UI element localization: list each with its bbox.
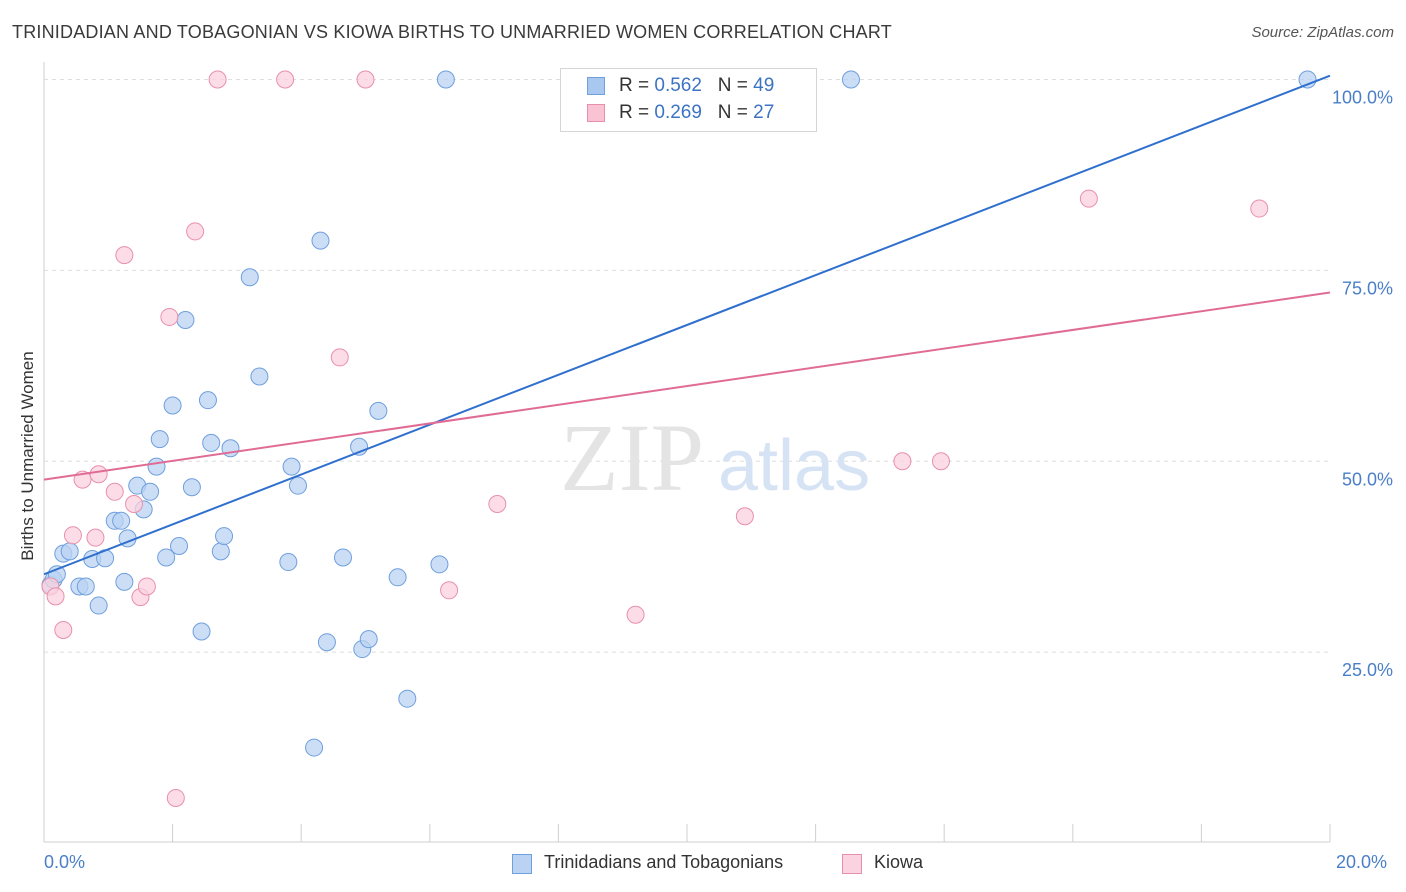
data-point-kiowa [63,526,82,545]
data-point-trinidadian [388,568,407,587]
y-tick-label: 25.0% [1342,660,1393,680]
data-point-trinidadian [150,430,169,449]
data-point-trinidadian [398,689,417,708]
data-point-trinidadian [288,476,307,495]
data-point-trinidadian [60,542,79,561]
data-point-trinidadian [841,70,860,89]
legend-r-label: R = [619,75,650,96]
x-tick-label-min: 0.0% [44,852,86,872]
data-point-kiowa [137,577,156,596]
data-point-trinidadian [202,433,221,452]
data-point-trinidadian [359,630,378,649]
data-point-trinidadian [369,401,388,420]
data-point-kiowa [356,70,375,89]
data-point-kiowa [893,452,912,471]
data-point-kiowa [46,587,65,606]
x-tick-label-max: 20.0% [1336,852,1388,872]
data-point-kiowa [276,70,295,89]
data-point-kiowa [208,70,227,89]
legend-n-value: 27 [753,102,775,123]
y-tick-labels: 100.0% 75.0% 50.0% 25.0% [1332,88,1393,681]
data-point-trinidadian [311,231,330,250]
y-tick-label: 100.0% [1332,88,1393,108]
data-point-trinidadian [157,548,176,567]
legend-n-label: N = [717,75,748,96]
data-point-trinidadian [211,542,230,561]
data-point-trinidadian [279,553,298,572]
data-point-trinidadian [182,478,201,497]
series-legend: Trinidadians and Tobagonians Kiowa [0,852,1406,878]
data-point-trinidadian [215,527,234,546]
data-point-kiowa [86,528,105,547]
legend-n-label: N = [717,102,748,123]
points-layer [41,70,1317,807]
data-point-trinidadian [147,457,166,476]
data-point-trinidadian [76,577,95,596]
data-point-trinidadian [163,396,182,415]
data-point-kiowa [186,222,205,241]
source-label: Source: ZipAtlas.com [1251,24,1394,41]
legend-r-label: R = [619,102,650,123]
data-point-trinidadian [317,633,336,652]
data-point-trinidadian [333,548,352,567]
data-point-trinidadian [112,511,131,530]
data-point-trinidadian [305,738,324,757]
watermark-zip: ZIP [560,404,704,511]
series-swatch-trinidadian [512,854,532,874]
legend-r-value: 0.562 [654,75,702,96]
legend-r-value: 0.269 [654,102,702,123]
data-point-kiowa [735,507,754,526]
data-point-trinidadian [250,367,269,386]
legend-swatch-trinidadian [587,77,605,95]
data-point-kiowa [330,348,349,367]
data-point-trinidadian [89,596,108,615]
series-swatch-kiowa [842,854,862,874]
data-point-trinidadian [176,311,195,330]
data-point-kiowa [488,495,507,514]
y-tick-label: 75.0% [1342,278,1393,298]
data-point-kiowa [931,452,950,471]
data-point-kiowa [166,788,185,807]
data-point-kiowa [115,246,134,265]
legend-swatch-kiowa [587,104,605,122]
data-point-kiowa [160,307,179,326]
data-point-trinidadian [430,555,449,574]
series-label-trinidadian: Trinidadians and Tobagonians [544,852,784,872]
watermark-atlas: atlas [718,426,870,506]
data-point-trinidadian [170,536,189,555]
data-point-trinidadian [115,572,134,591]
data-point-kiowa [1079,189,1098,208]
data-point-trinidadian [282,457,301,476]
chart-title: TRINIDADIAN AND TOBAGONIAN VS KIOWA BIRT… [12,22,892,42]
series-label-kiowa: Kiowa [874,852,924,872]
trend-line-trinidadian [43,74,1331,576]
trend-layer [43,74,1331,576]
data-point-kiowa [440,581,459,600]
data-point-trinidadian [192,622,211,641]
correlation-legend: R = 0.562 N = 49 R = 0.269 N = 27 [560,68,817,132]
y-tick-label: 50.0% [1342,469,1393,489]
data-point-kiowa [1250,199,1269,218]
legend-n-value: 49 [753,75,775,96]
data-point-kiowa [105,482,124,501]
data-point-trinidadian [240,268,259,287]
data-point-trinidadian [436,70,455,89]
data-point-trinidadian [141,482,160,501]
data-point-kiowa [54,620,73,639]
data-point-trinidadian [198,391,217,410]
data-point-kiowa [89,465,108,484]
data-point-kiowa [626,605,645,624]
data-point-kiowa [125,495,144,514]
trend-line-kiowa [43,291,1331,481]
